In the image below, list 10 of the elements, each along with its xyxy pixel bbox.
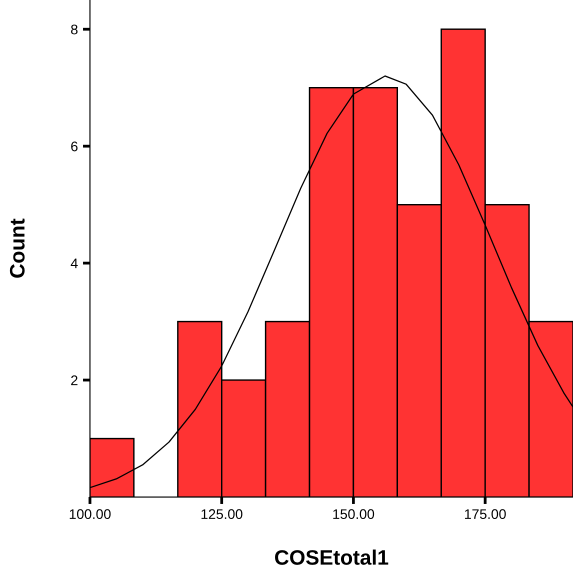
y-tick-label: 8 [71,24,78,34]
x-tick-label: 100.00 [70,509,111,520]
x-axis-title: COSEtotal1 [275,550,388,565]
y-tick-label: 6 [71,142,78,152]
x-tick-label: 125.00 [202,509,242,520]
y-tick-label: 2 [71,375,78,386]
x-tick-label: 175.00 [464,509,506,520]
y-tick-label: 4 [70,258,78,268]
x-tick-label: 150.00 [333,509,374,520]
y-axis-title: Count [10,218,25,278]
